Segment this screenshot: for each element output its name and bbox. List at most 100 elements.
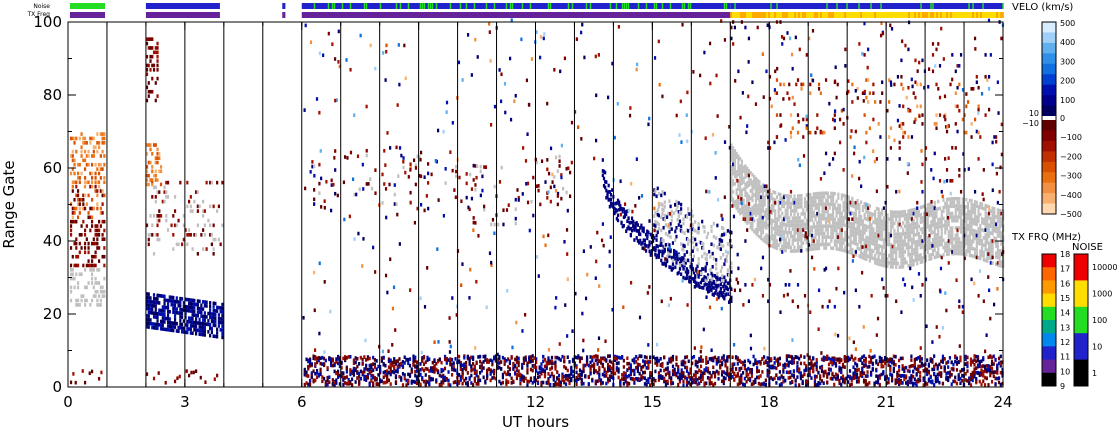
echo-pixel	[744, 283, 747, 287]
ground-scatter	[895, 236, 898, 240]
ground-scatter	[881, 252, 884, 256]
ground-scatter	[837, 210, 840, 215]
early-echo	[90, 206, 94, 211]
ground-scatter	[833, 206, 836, 211]
near-range-echo	[855, 379, 859, 384]
ground-scatter	[814, 203, 817, 207]
near-range-echo	[459, 375, 462, 379]
near-range-echo	[435, 367, 438, 372]
near-range-echo	[557, 377, 561, 382]
txfreq-strip-segment-tick	[914, 12, 916, 18]
ground-scatter	[942, 198, 945, 202]
near-range-echo	[741, 371, 745, 375]
ground-scatter	[923, 251, 926, 256]
echo-pixel	[189, 233, 192, 237]
near-range-echo	[777, 359, 780, 364]
ground-scatter	[838, 236, 842, 241]
ground-scatter	[879, 251, 882, 256]
near-range-echo	[628, 366, 631, 371]
blue-echo-block	[219, 320, 222, 325]
ground-scatter	[865, 224, 868, 229]
ground-scatter	[905, 216, 908, 221]
near-range-echo	[833, 382, 836, 387]
near-range-echo	[507, 372, 510, 376]
ground-scatter	[882, 252, 886, 257]
near-range-echo	[889, 357, 892, 361]
near-range-echo	[808, 362, 811, 366]
ground-scatter	[805, 222, 808, 227]
ground-scatter	[919, 216, 922, 221]
near-range-echo	[435, 361, 438, 366]
echo-pixel	[767, 140, 770, 145]
near-range-echo	[457, 354, 461, 359]
near-range-echo	[486, 358, 489, 362]
near-range-echo	[684, 365, 687, 370]
blue-echo-block	[152, 315, 156, 319]
near-range-echo	[419, 382, 422, 387]
ground-scatter	[805, 200, 808, 205]
near-range-echo	[990, 370, 994, 375]
blue-echo-block	[221, 310, 224, 314]
ground-scatter	[886, 217, 889, 221]
ground-scatter	[775, 217, 779, 221]
near-range-echo	[778, 356, 781, 361]
echo-pixel	[151, 178, 154, 182]
early-echo	[101, 149, 104, 154]
near-range-echo	[894, 378, 897, 382]
ground-scatter	[912, 259, 915, 263]
ground-scatter	[877, 251, 880, 255]
blue-echo-block	[203, 329, 206, 334]
ground-scatter	[805, 218, 808, 223]
blue-echo-block	[209, 322, 212, 327]
ground-scatter	[907, 238, 910, 243]
ground-scatter	[914, 247, 917, 252]
near-range-echo	[617, 355, 620, 360]
ground-scatter	[858, 217, 861, 222]
near-range-echo	[887, 380, 890, 385]
ground-scatter	[874, 231, 877, 236]
ground-scatter	[810, 240, 814, 244]
near-range-echo	[875, 368, 878, 373]
blue-echo-block	[179, 315, 182, 319]
ground-scatter	[921, 230, 924, 235]
early-echo	[94, 228, 97, 233]
near-range-echo	[421, 376, 424, 380]
early-echo	[96, 241, 99, 246]
blue-echo-block	[203, 333, 206, 337]
near-range-echo	[845, 376, 848, 381]
near-range-echo	[948, 374, 952, 379]
near-range-echo	[694, 376, 697, 381]
blue-echo-block	[191, 324, 194, 328]
near-range-echo	[813, 380, 817, 384]
early-echo	[94, 145, 97, 150]
near-range-echo	[740, 366, 743, 371]
early-echo	[76, 171, 80, 176]
echo-pixel	[886, 108, 889, 113]
ground-scatter	[902, 243, 905, 247]
ground-scatter	[781, 204, 784, 208]
ground-scatter	[814, 195, 817, 200]
near-range-echo	[321, 362, 324, 366]
near-range-echo	[566, 377, 569, 382]
ground-scatter	[847, 221, 850, 225]
ground-scatter	[760, 185, 763, 190]
echo-pixel	[204, 380, 207, 384]
near-range-echo	[663, 355, 666, 360]
echo-pixel	[788, 82, 791, 87]
near-range-echo	[834, 364, 838, 368]
near-range-echo	[992, 354, 995, 359]
near-range-echo	[784, 362, 787, 367]
early-echo	[69, 136, 73, 141]
echo-pixel	[151, 76, 154, 81]
ground-scatter	[786, 219, 789, 224]
ground-scatter	[826, 202, 829, 206]
ground-scatter	[838, 244, 842, 248]
ground-scatter	[935, 207, 938, 212]
blue-echo-block	[175, 329, 178, 333]
ground-scatter	[863, 227, 866, 232]
early-echo	[103, 176, 106, 180]
near-range-echo	[976, 358, 980, 363]
near-range-echo	[310, 371, 313, 375]
echo-pixel	[775, 78, 779, 82]
ground-scatter	[812, 203, 815, 207]
